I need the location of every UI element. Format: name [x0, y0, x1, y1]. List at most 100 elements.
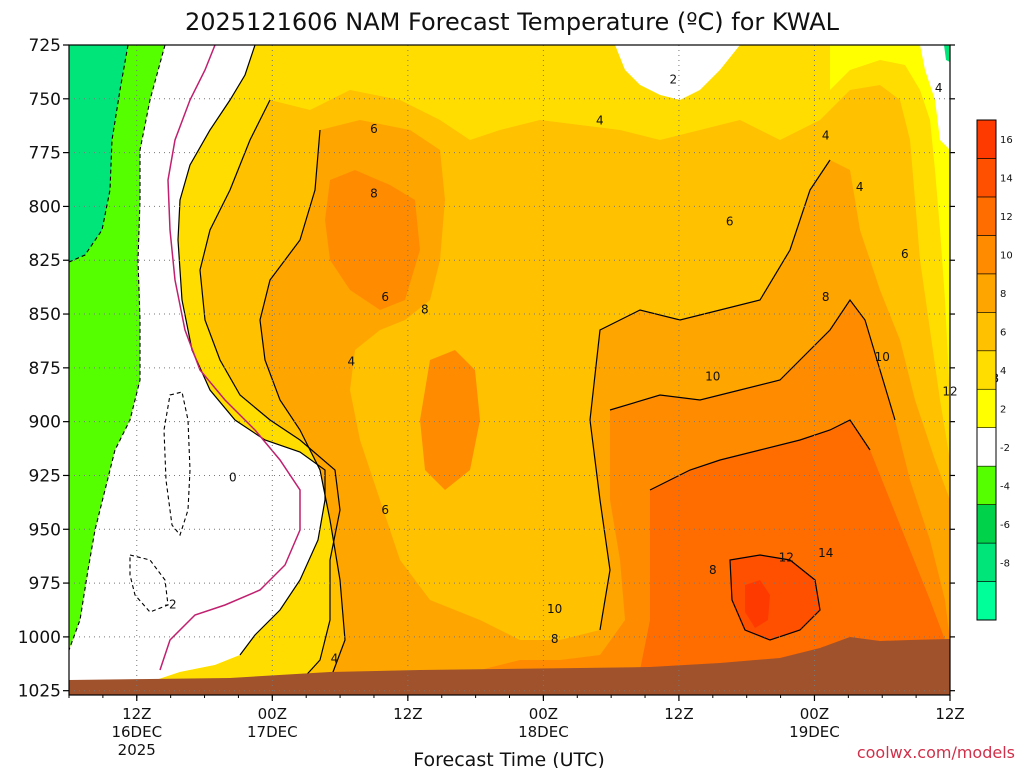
- y-tick-label: 800: [29, 197, 61, 217]
- contour-label: 12: [779, 550, 794, 564]
- y-tick-label: 1025: [18, 682, 61, 702]
- fill-near-zero: [69, 45, 325, 690]
- contour-minus2: [69, 45, 166, 651]
- contour-label: 6: [381, 290, 389, 304]
- colorbar-tick-label: 2: [1000, 404, 1006, 415]
- x-tick-label: 12Z: [393, 705, 422, 723]
- credit-text: coolwx.com/models: [857, 743, 1015, 762]
- colorbar-tick-label: 14: [1000, 174, 1013, 185]
- contour-label: 8: [822, 290, 830, 304]
- colorbar-segment: [976, 273, 997, 313]
- colorbar-tick-label: 12: [1000, 212, 1013, 223]
- colorbar-segment: [976, 504, 997, 544]
- contour-10: [609, 298, 896, 421]
- colorbar-segment: [976, 158, 997, 198]
- x-tick-label: 00Z: [529, 705, 558, 723]
- x-tick-label: 00Z: [800, 705, 829, 723]
- colorbar-tick-label: 10: [1000, 251, 1013, 262]
- x-tick-label: 2025: [118, 741, 156, 759]
- y-tick-label: 750: [29, 90, 61, 110]
- y-tick-label: 875: [29, 359, 61, 379]
- contour-label: -2: [165, 598, 177, 612]
- contour-label: 4: [348, 354, 356, 368]
- colorbar-segment: [976, 427, 997, 467]
- y-tick-label: 850: [29, 305, 61, 325]
- contour-label: 4: [822, 128, 830, 142]
- y-axis-ticks: 7257507758008258508759009259509751000102…: [18, 36, 955, 702]
- contour-label: 4: [856, 180, 864, 194]
- contour-label: 10: [547, 602, 562, 616]
- contour-label: 0: [229, 471, 237, 485]
- colorbar-legend: 16 14 12 10 8 6 4 2 -2 -4 -6 -8: [976, 119, 1013, 621]
- contour-label: 8: [370, 187, 378, 201]
- x-tick-label: 12Z: [664, 705, 693, 723]
- contour-label: 6: [370, 122, 378, 136]
- x-tick-label: 18DEC: [518, 723, 569, 741]
- contour-8-right: [589, 159, 831, 631]
- y-tick-label: 825: [29, 251, 61, 271]
- contour-label: 6: [381, 503, 389, 517]
- contour-lines: [177, 45, 896, 683]
- y-tick-label: 925: [29, 466, 61, 486]
- x-tick-label: 19DEC: [789, 723, 840, 741]
- y-tick-label: 950: [29, 520, 61, 540]
- colorbar-tick-label: -2: [1000, 443, 1010, 454]
- contour-label: 8: [709, 563, 717, 577]
- fill-10-12-pocket-2: [325, 170, 420, 310]
- contour-label: 10: [875, 350, 890, 364]
- contour-0: [159, 45, 301, 671]
- x-axis-label: Forecast Time (UTC): [413, 749, 604, 768]
- fill-near-zero-right: [920, 45, 950, 150]
- contour-minus2-pocket: [163, 391, 191, 537]
- colorbar-tick-label: -6: [1000, 520, 1010, 531]
- colorbar-tick-label: 4: [1000, 366, 1006, 377]
- y-tick-label: 900: [29, 413, 61, 433]
- x-tick-label: 00Z: [258, 705, 287, 723]
- contour-label: 12: [942, 385, 957, 399]
- contour-label: 6: [901, 247, 909, 261]
- grid-lines: [69, 45, 951, 695]
- x-tick-label: 12Z: [935, 705, 964, 723]
- terrain-below-ground: [69, 637, 950, 695]
- contour-label: 10: [705, 369, 720, 383]
- contour-14: [729, 554, 821, 641]
- contour-label: 4: [331, 651, 339, 665]
- x-tick-label: 16DEC: [111, 723, 162, 741]
- contour-label: 8: [551, 632, 559, 646]
- contour-6: [259, 129, 346, 681]
- y-tick-label: 1000: [18, 628, 61, 648]
- y-tick-label: 975: [29, 574, 61, 594]
- colorbar-tick-label: 16: [1000, 135, 1013, 146]
- contour-minus2-pocket-2: [129, 554, 169, 613]
- fill-10-12-pocket: [420, 350, 480, 490]
- contour-label: 6: [726, 214, 734, 228]
- colorbar-segment: [976, 235, 997, 275]
- x-tick-label: 17DEC: [247, 723, 298, 741]
- fill-cold-green-dark: [69, 45, 128, 262]
- contour-2: [177, 45, 326, 656]
- fill-near-zero-top: [615, 45, 740, 100]
- colorbar-segment: [976, 581, 997, 621]
- colorbar-segment: [976, 196, 997, 236]
- y-tick-label: 725: [29, 36, 61, 56]
- colorbar-segment: [976, 465, 997, 505]
- colorbar-tick-label: -4: [1000, 481, 1010, 492]
- contour-label: 2: [669, 72, 677, 86]
- contour-label: 4: [596, 113, 604, 127]
- colorbar-frame: [976, 119, 997, 621]
- contour-12: [649, 419, 871, 491]
- contour-label: 14: [818, 546, 833, 560]
- y-tick-label: 775: [29, 144, 61, 164]
- colorbar-segment: [976, 312, 997, 352]
- colorbar-tick-label: -8: [1000, 558, 1010, 569]
- contour-label: 8: [421, 303, 429, 317]
- fill-12-14: [620, 420, 950, 695]
- contour-label: 4: [935, 81, 943, 95]
- colorbar-segment: [976, 119, 997, 159]
- x-tick-label: 12Z: [122, 705, 151, 723]
- fill-16-18: [745, 580, 770, 628]
- chart-title: 2025121606 NAM Forecast Temperature (ºC)…: [185, 8, 840, 36]
- colorbar-tick-label: 8: [1000, 289, 1006, 300]
